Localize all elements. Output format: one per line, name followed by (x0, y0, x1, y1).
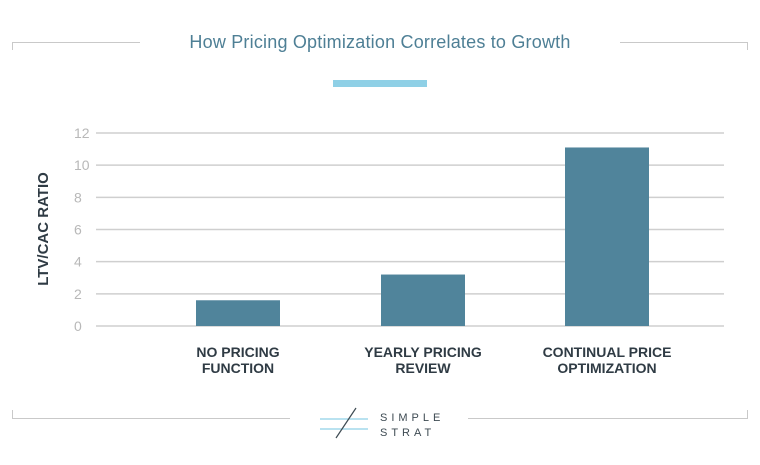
y-tick-label: 12 (74, 125, 90, 141)
y-axis-label: LTV/CAC RATIO (35, 172, 52, 286)
chart-title: How Pricing Optimization Correlates to G… (189, 32, 571, 52)
y-tick-label: 8 (74, 189, 82, 205)
simple-strat-logo: SIMPLE STRAT (320, 407, 444, 439)
category-label: OPTIMIZATION (557, 360, 656, 376)
frame-bottom-left-line (12, 418, 290, 419)
frame-top-right-tick (747, 42, 748, 50)
frame-bottom-right-tick (747, 410, 748, 419)
logo-mark-icon (320, 407, 368, 439)
category-label: YEARLY PRICING (364, 344, 482, 360)
category-label: NO PRICING (196, 344, 279, 360)
frame-top-right-line (620, 42, 748, 43)
y-tick-label: 4 (74, 254, 82, 270)
bar (196, 300, 280, 326)
y-tick-label: 10 (74, 157, 90, 173)
logo-text-strat: STRAT (380, 427, 435, 439)
frame-top-left-line (12, 42, 140, 43)
bars (196, 147, 649, 326)
frame-top-left-tick (12, 42, 13, 50)
frame-bottom-left-tick (12, 410, 13, 419)
y-tick-label: 2 (74, 286, 82, 302)
category-label: FUNCTION (202, 360, 274, 376)
y-tick-label: 0 (74, 318, 82, 334)
title-accent-bar (333, 80, 427, 87)
y-tick-label: 6 (74, 222, 82, 238)
bar (381, 274, 465, 326)
category-label: REVIEW (395, 360, 451, 376)
frame-bottom-right-line (468, 418, 748, 419)
y-tick-labels: 0 2 4 6 8 10 12 (74, 125, 90, 334)
logo-text-simple: SIMPLE (380, 412, 444, 424)
bar (565, 147, 649, 326)
category-label: CONTINUAL PRICE (543, 344, 672, 360)
